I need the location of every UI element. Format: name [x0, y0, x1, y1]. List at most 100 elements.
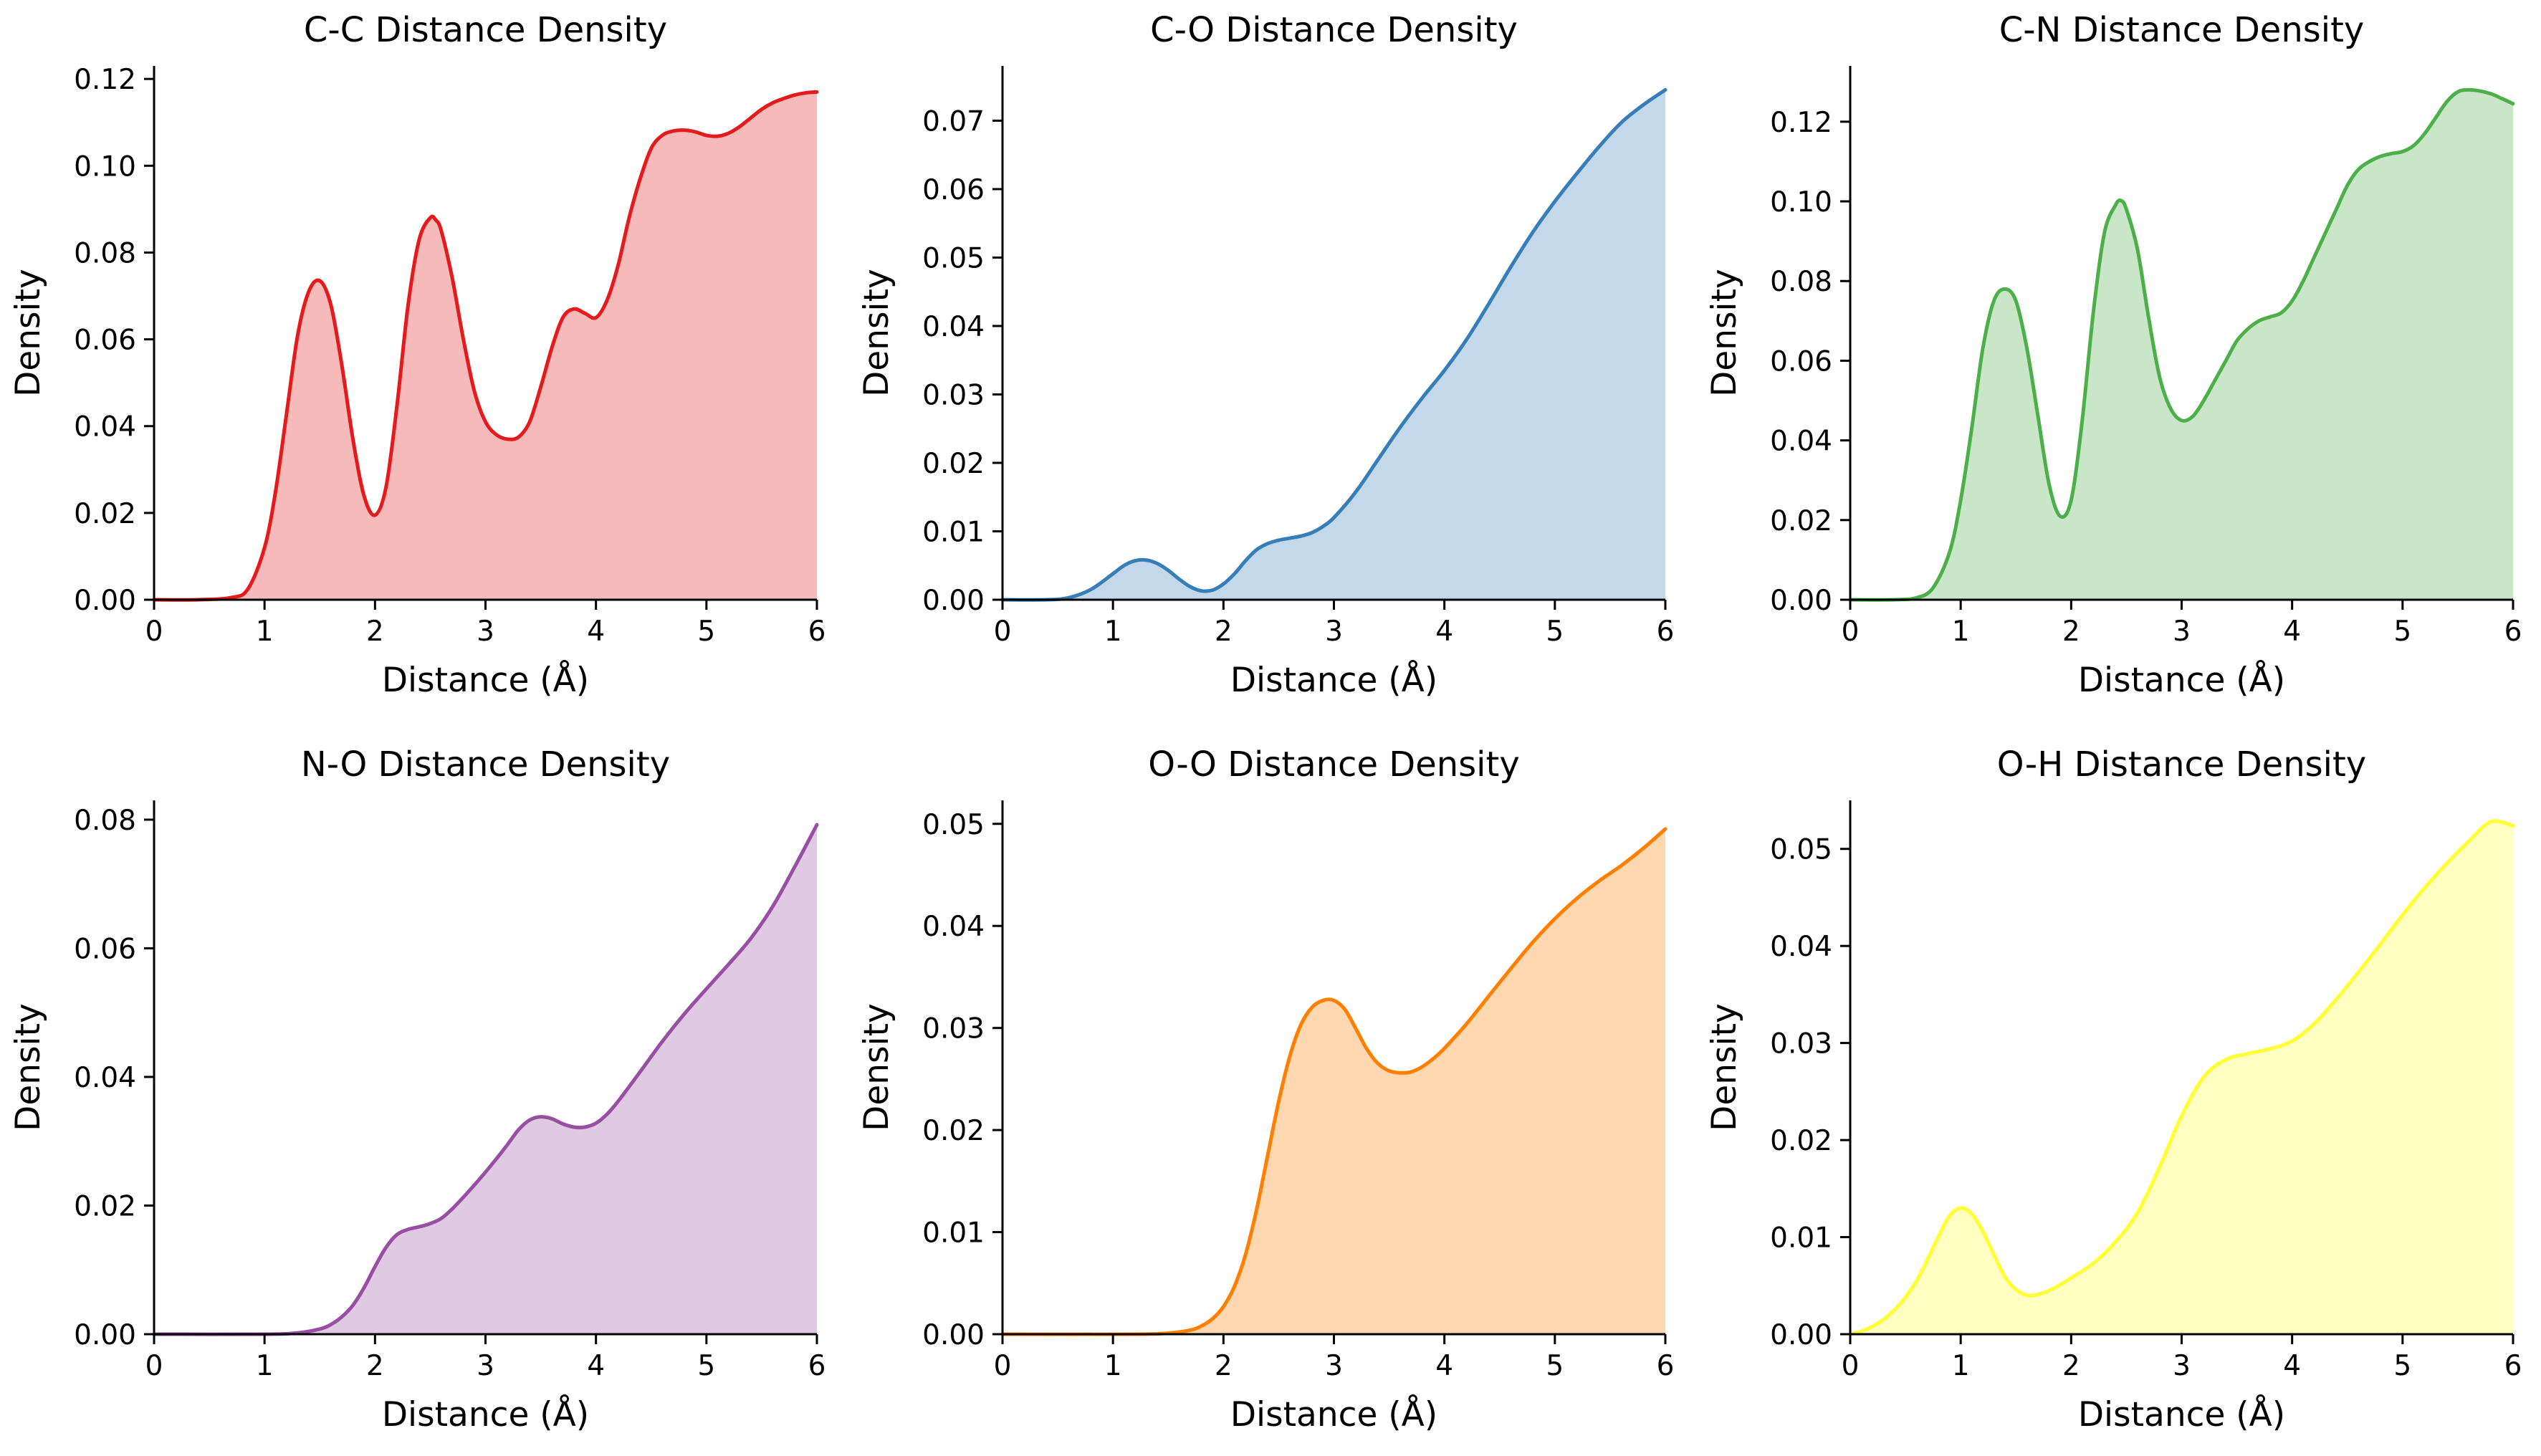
x-axis-label: Distance (Å)	[382, 661, 589, 700]
y-tick-label: 0.10	[74, 150, 136, 183]
x-tick-label: 3	[477, 616, 494, 648]
x-tick-label: 5	[1546, 1350, 1564, 1382]
x-tick-label: 1	[256, 1350, 274, 1382]
x-tick-label: 5	[1546, 616, 1564, 648]
y-axis-label: Density	[857, 1003, 896, 1131]
x-tick-label: 6	[1657, 616, 1675, 648]
x-tick-label: 5	[2393, 1350, 2411, 1382]
x-tick-label: 6	[808, 1350, 826, 1382]
chart-title: C-C Distance Density	[304, 10, 667, 50]
y-tick-label: 0.00	[922, 1319, 985, 1351]
y-tick-label: 0.12	[1770, 107, 1832, 139]
density-line	[1848, 819, 2515, 1336]
y-tick-label: 0.05	[922, 242, 985, 274]
y-tick-label: 0.10	[1770, 186, 1832, 219]
x-tick-label: 1	[1952, 616, 1970, 648]
density-area	[1002, 828, 1665, 1335]
y-tick-label: 0.02	[74, 498, 136, 530]
x-tick-label: 2	[1215, 616, 1233, 648]
y-tick-label: 0.04	[922, 911, 985, 943]
y-tick-label: 0.06	[922, 174, 985, 206]
y-tick-label: 0.00	[74, 585, 136, 617]
density-line	[1000, 87, 1667, 602]
x-tick-label: 3	[1325, 616, 1343, 648]
x-tick-label: 5	[2393, 616, 2411, 648]
y-tick-label: 0.00	[922, 585, 985, 617]
y-axis-label: Density	[857, 269, 896, 397]
x-tick-label: 2	[2062, 1350, 2080, 1382]
y-tick-label: 0.01	[922, 1217, 985, 1250]
chart-panel: 0 1 2 3 4 5 6 0.00 0.02 0.04 0.06 0.08 0.10 0.12 C-C D…	[9, 10, 826, 700]
y-tick-label: 0.12	[74, 64, 136, 96]
x-tick-label: 6	[808, 616, 826, 648]
x-tick-label: 3	[477, 1350, 494, 1382]
y-tick-label: 0.01	[922, 516, 985, 548]
y-tick-label: 0.01	[1770, 1222, 1832, 1255]
x-tick-label: 1	[1104, 616, 1122, 648]
y-tick-label: 0.02	[1770, 505, 1832, 537]
density-area	[154, 825, 817, 1335]
x-axis-label: Distance (Å)	[382, 1395, 589, 1435]
chart-title: O-O Distance Density	[1148, 744, 1519, 785]
x-tick-label: 4	[2283, 1350, 2301, 1382]
x-axis-label: Distance (Å)	[1230, 661, 1437, 700]
x-tick-label: 0	[1842, 1350, 1860, 1382]
y-tick-label: 0.02	[922, 448, 985, 480]
y-tick-label: 0.04	[1770, 426, 1832, 458]
x-tick-label: 4	[587, 616, 605, 648]
density-line	[1848, 87, 2515, 602]
x-tick-label: 0	[145, 616, 163, 648]
x-tick-label: 1	[256, 616, 274, 648]
y-tick-label: 0.03	[922, 379, 985, 411]
chart-panel: 0 1 2 3 4 5 6 0.00 0.02 0.04 0.06 0.08 N-O Distance …	[9, 744, 826, 1435]
x-tick-label: 0	[994, 1350, 1012, 1382]
chart-panel: 0 1 2 3 4 5 6 0.00 0.01 0.02 0.03 0.04 0.05 O-H Dista…	[1705, 744, 2522, 1435]
y-tick-label: 0.04	[74, 1062, 136, 1094]
x-axis-label: Distance (Å)	[1230, 1395, 1437, 1435]
chart-title: C-N Distance Density	[1999, 10, 2365, 50]
y-axis-label: Density	[1705, 1003, 1744, 1131]
x-tick-label: 2	[366, 616, 384, 648]
chart-title: N-O Distance Density	[301, 744, 670, 785]
x-tick-label: 4	[587, 1350, 605, 1382]
y-tick-label: 0.06	[1770, 345, 1832, 378]
x-tick-label: 5	[697, 616, 715, 648]
x-tick-label: 1	[1104, 1350, 1122, 1382]
x-tick-label: 3	[2173, 616, 2191, 648]
density-line	[152, 823, 819, 1336]
y-tick-label: 0.00	[74, 1319, 136, 1351]
chart-title: O-H Distance Density	[1997, 744, 2366, 785]
x-tick-label: 3	[1325, 1350, 1343, 1382]
y-tick-label: 0.08	[74, 237, 136, 269]
y-tick-label: 0.02	[922, 1115, 985, 1147]
y-tick-label: 0.02	[1770, 1125, 1832, 1157]
x-axis-label: Distance (Å)	[2078, 661, 2285, 700]
y-tick-label: 0.04	[1770, 931, 1832, 963]
y-tick-label: 0.05	[1770, 834, 1832, 866]
x-tick-label: 4	[2283, 616, 2301, 648]
chart-panel: 0 1 2 3 4 5 6 0.00 0.01 0.02 0.03 0.04 0.05 0.06 0.07 C…	[857, 10, 1674, 700]
y-tick-label: 0.02	[74, 1190, 136, 1222]
y-tick-label: 0.07	[922, 105, 985, 138]
x-tick-label: 6	[2504, 616, 2522, 648]
y-tick-label: 0.04	[922, 311, 985, 343]
y-tick-label: 0.08	[74, 805, 136, 837]
chart-panel: 0 1 2 3 4 5 6 0.00 0.01 0.02 0.03 0.04 0.05 O-O Dista…	[857, 744, 1674, 1435]
x-tick-label: 2	[2062, 616, 2080, 648]
density-line	[1000, 827, 1667, 1336]
x-tick-label: 5	[697, 1350, 715, 1382]
y-tick-label: 0.05	[922, 809, 985, 841]
x-tick-label: 2	[1215, 1350, 1233, 1382]
density-line	[152, 90, 819, 602]
x-tick-label: 3	[2173, 1350, 2191, 1382]
y-axis-label: Density	[1705, 269, 1744, 397]
y-tick-label: 0.06	[74, 325, 136, 357]
y-axis-label: Density	[9, 1003, 48, 1131]
x-tick-label: 6	[1657, 1350, 1675, 1382]
x-tick-label: 4	[1435, 616, 1453, 648]
chart-title: C-O Distance Density	[1150, 10, 1518, 50]
density-area	[1002, 90, 1665, 600]
density-area	[1850, 820, 2513, 1334]
y-tick-label: 0.08	[1770, 266, 1832, 298]
